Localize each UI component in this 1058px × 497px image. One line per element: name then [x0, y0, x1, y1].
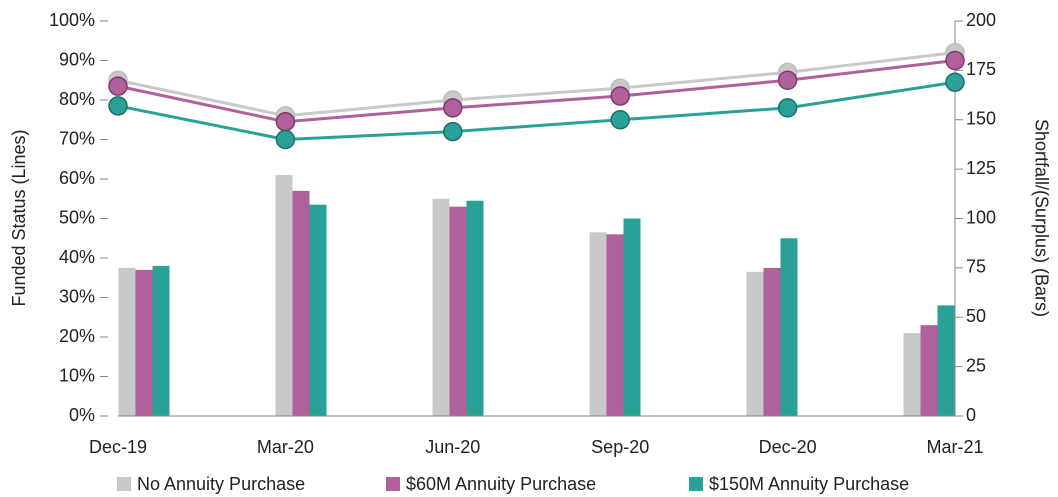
bar	[763, 267, 781, 416]
y-tick-label: 10%	[59, 365, 95, 385]
bar	[606, 234, 624, 416]
bar	[466, 200, 484, 416]
line-marker	[777, 70, 798, 90]
line-marker	[443, 98, 463, 118]
line-marker	[108, 96, 128, 116]
line-marker	[945, 50, 965, 71]
line-marker	[610, 86, 630, 106]
x-tick-label: Dec-19	[89, 437, 147, 457]
line-marker	[108, 76, 128, 96]
bar	[780, 238, 798, 416]
x-tick-label: Mar-20	[257, 437, 314, 457]
bar	[746, 271, 764, 416]
y2-tick-label: 50	[966, 306, 986, 326]
y-tick-label: 20%	[59, 326, 95, 346]
y-tick-label: 40%	[59, 247, 95, 267]
bar	[118, 267, 136, 416]
legend-label: No Annuity Purchase	[137, 474, 305, 494]
x-tick-label: Dec-20	[759, 437, 817, 457]
y2-axis-label: Shortfall/(Surplus) (Bars)	[1031, 119, 1051, 317]
line	[117, 80, 956, 142]
legend-swatch	[386, 477, 400, 491]
x-tick-label: Sep-20	[591, 437, 649, 457]
bar	[152, 265, 170, 416]
bar	[937, 305, 955, 416]
bar	[135, 269, 153, 416]
line	[117, 59, 956, 124]
bar	[920, 325, 938, 416]
y2-tick-label: 0	[966, 405, 976, 425]
y-tick-label: 30%	[59, 286, 95, 306]
line-marker	[777, 98, 798, 118]
y-tick-label: 70%	[59, 128, 95, 148]
line-marker	[945, 72, 965, 92]
y2-tick-label: 200	[966, 10, 996, 30]
bar	[589, 232, 607, 416]
y-tick-label: 0%	[69, 405, 95, 425]
y2-tick-label: 75	[966, 257, 986, 277]
legend-label: $60M Annuity Purchase	[406, 474, 596, 494]
bar	[623, 218, 641, 416]
y-tick-label: 50%	[59, 207, 95, 227]
y2-tick-label: 125	[966, 158, 996, 178]
y2-tick-label: 175	[966, 59, 996, 79]
y-tick-label: 90%	[59, 49, 95, 69]
bar	[903, 333, 921, 416]
line-marker	[275, 111, 296, 132]
y2-tick-label: 25	[966, 355, 986, 375]
y-tick-label: 60%	[59, 168, 95, 188]
line-marker	[275, 129, 296, 150]
y-tick-label: 100%	[49, 10, 95, 30]
y-tick-label: 80%	[59, 89, 95, 109]
bar	[275, 175, 293, 416]
line-marker	[443, 121, 463, 142]
bar	[449, 206, 467, 416]
bar	[292, 190, 310, 416]
legend-swatch	[117, 477, 131, 491]
legend-swatch	[689, 477, 703, 491]
x-tick-label: Jun-20	[425, 437, 480, 457]
y2-tick-label: 150	[966, 109, 996, 129]
bar	[432, 198, 450, 416]
legend-label: $150M Annuity Purchase	[709, 474, 909, 494]
x-tick-label: Mar-21	[926, 437, 983, 457]
line	[117, 51, 956, 118]
line-marker	[610, 110, 630, 130]
y2-tick-label: 100	[966, 207, 996, 227]
y-axis-label: Funded Status (Lines)	[9, 129, 29, 306]
bar	[309, 204, 327, 416]
